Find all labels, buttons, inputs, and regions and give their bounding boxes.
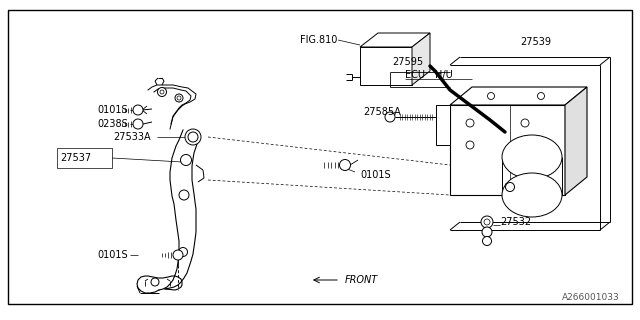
Text: H/U: H/U — [435, 70, 452, 80]
Circle shape — [175, 94, 183, 102]
Circle shape — [160, 90, 164, 94]
Circle shape — [488, 92, 495, 100]
Text: 0238S: 0238S — [97, 119, 128, 129]
Text: 27537: 27537 — [60, 153, 91, 163]
Ellipse shape — [502, 135, 562, 179]
Circle shape — [521, 141, 529, 149]
Polygon shape — [450, 105, 565, 195]
Text: 0101S: 0101S — [360, 170, 390, 180]
Circle shape — [466, 119, 474, 127]
Circle shape — [179, 190, 189, 200]
Circle shape — [179, 247, 188, 257]
Text: FIG.810: FIG.810 — [300, 35, 337, 45]
Text: A266001033: A266001033 — [563, 293, 620, 302]
Text: 0101S: 0101S — [97, 250, 127, 260]
Text: 27533A: 27533A — [113, 132, 150, 142]
Circle shape — [180, 155, 191, 165]
Polygon shape — [360, 33, 430, 47]
Text: ECU: ECU — [405, 70, 425, 80]
Ellipse shape — [502, 173, 562, 217]
Circle shape — [506, 182, 515, 191]
Circle shape — [521, 119, 529, 127]
Circle shape — [188, 132, 198, 142]
Circle shape — [133, 105, 143, 115]
Circle shape — [484, 219, 490, 225]
Polygon shape — [450, 87, 587, 105]
Circle shape — [482, 227, 492, 237]
Circle shape — [483, 236, 492, 245]
Text: 27585A: 27585A — [363, 107, 401, 117]
Circle shape — [151, 278, 159, 286]
Circle shape — [173, 250, 183, 260]
Polygon shape — [412, 33, 430, 85]
Text: 0101S: 0101S — [97, 105, 127, 115]
Circle shape — [385, 112, 395, 122]
Circle shape — [133, 119, 143, 129]
Circle shape — [177, 96, 181, 100]
Text: 27539: 27539 — [520, 37, 551, 47]
Polygon shape — [565, 87, 587, 195]
Circle shape — [157, 87, 166, 97]
Text: FRONT: FRONT — [345, 275, 378, 285]
Text: 27532: 27532 — [500, 217, 531, 227]
Circle shape — [481, 216, 493, 228]
Circle shape — [538, 92, 545, 100]
Circle shape — [466, 141, 474, 149]
Text: 27595: 27595 — [392, 57, 423, 67]
Circle shape — [339, 159, 351, 171]
Circle shape — [185, 129, 201, 145]
Polygon shape — [436, 105, 450, 145]
